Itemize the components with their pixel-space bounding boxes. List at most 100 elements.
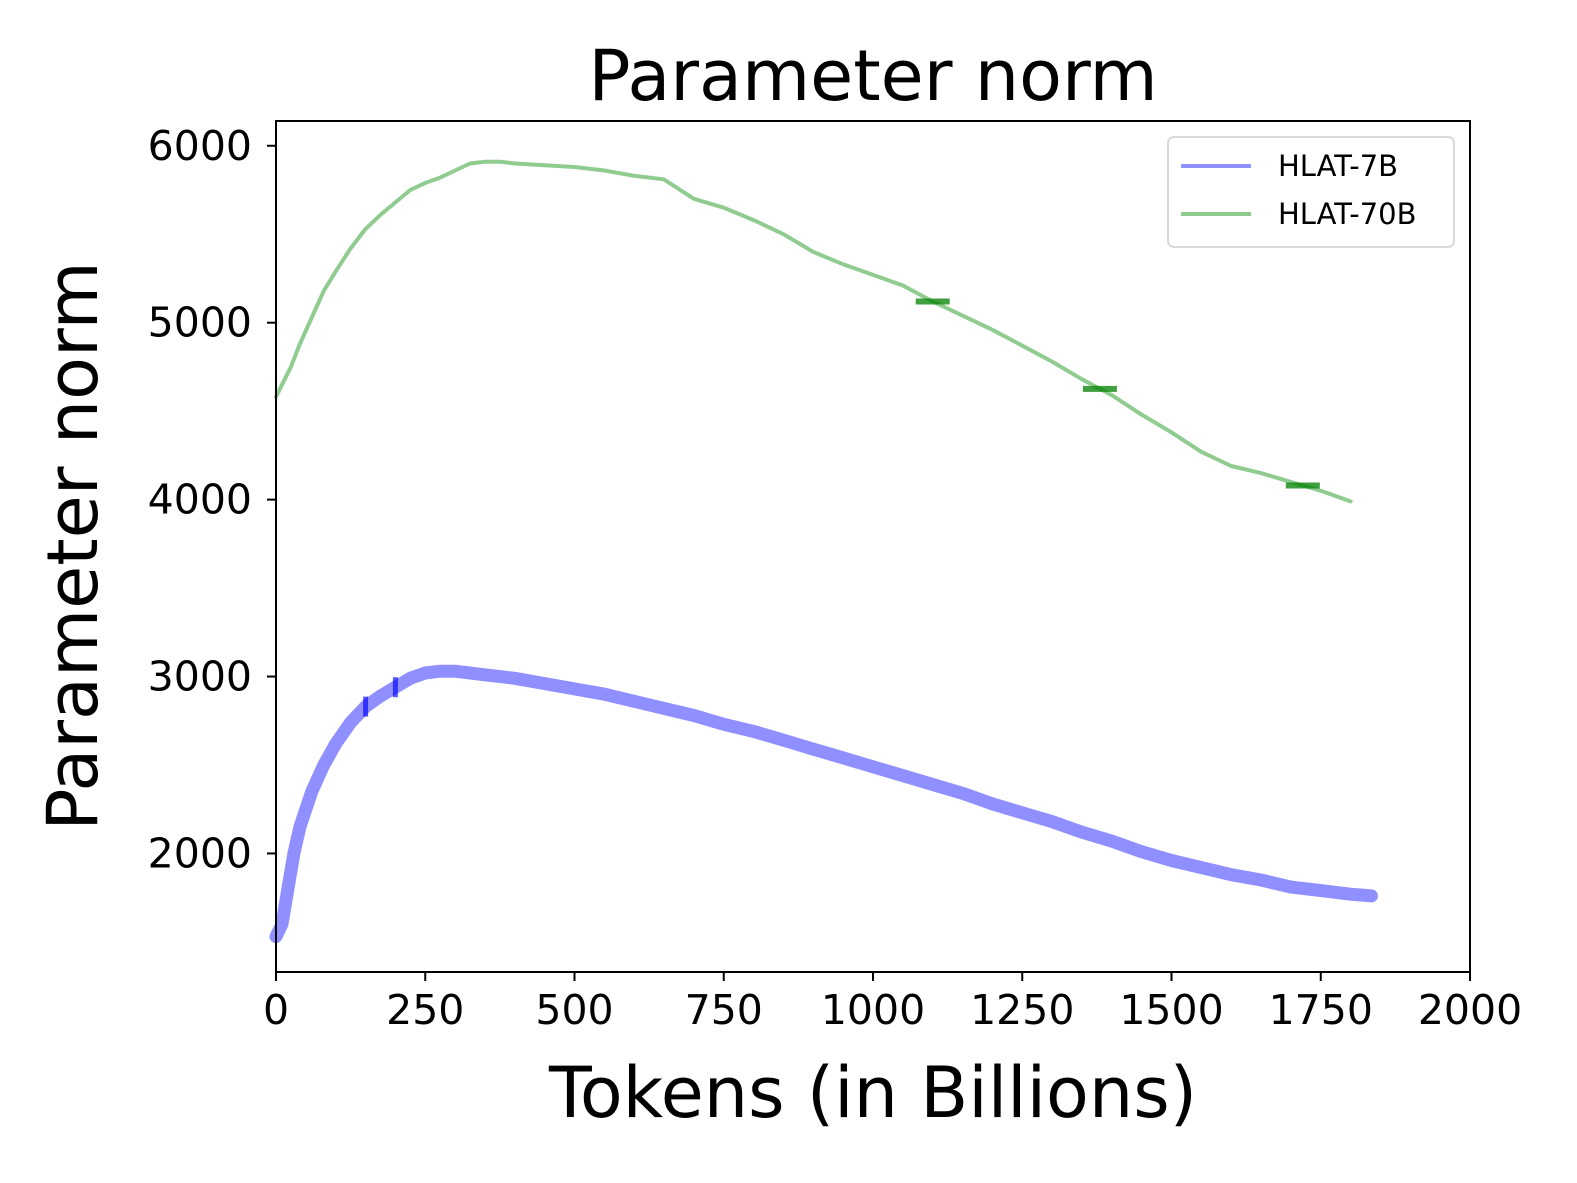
series-point-hlat-7b-21: [632, 699, 636, 704]
series-dark-segment-hlat-70b-0: [915, 298, 950, 305]
series-point-hlat-70b-39: [1140, 413, 1143, 416]
series-point-hlat-7b-3: [292, 851, 296, 856]
series-point-hlat-7b-4: [298, 825, 302, 829]
series-point-hlat-70b-15: [468, 162, 472, 165]
series-dark-segment-hlat-70b-2: [1285, 482, 1320, 489]
series-point-hlat-70b-42: [1230, 464, 1233, 468]
series-point-hlat-70b-3: [298, 342, 302, 346]
series-point-hlat-7b-15: [453, 669, 457, 673]
series-point-hlat-70b-19: [543, 164, 546, 167]
series-point-hlat-7b-29: [871, 765, 875, 769]
series-point-hlat-7b-7: [333, 742, 338, 746]
series-point-hlat-7b-17: [513, 676, 517, 681]
series-point-hlat-7b-40: [1199, 865, 1204, 870]
series-point-hlat-70b-18: [513, 162, 516, 165]
series-point-hlat-7b-30: [901, 773, 905, 778]
series-point-hlat-7b-12: [408, 676, 413, 681]
series-point-hlat-70b-28: [812, 250, 815, 254]
legend-label-hlat-70b: HLAT-70B: [1278, 197, 1417, 231]
series-point-hlat-7b-46: [1369, 894, 1374, 898]
series-point-hlat-70b-43: [1259, 471, 1263, 475]
series-point-hlat-70b-8: [364, 227, 367, 231]
series-point-hlat-70b-20: [573, 165, 576, 169]
series-point-hlat-7b-39: [1169, 858, 1174, 863]
series-dark-segment-hlat-7b-1: [392, 677, 398, 698]
series-point-hlat-70b-27: [782, 233, 785, 236]
series-point-hlat-70b-6: [334, 270, 337, 273]
x-tick-label-6: 1500: [1119, 986, 1223, 1034]
series-point-hlat-7b-38: [1139, 849, 1144, 854]
x-tick-label-2: 500: [535, 986, 613, 1034]
series-point-hlat-70b-2: [289, 365, 293, 369]
plot-area: [269, 159, 1378, 944]
series-point-hlat-70b-33: [961, 314, 964, 317]
series-point-hlat-70b-29: [841, 263, 845, 266]
y-tick-label-0: 2000: [148, 829, 252, 877]
x-tick-label-7: 1750: [1269, 986, 1373, 1034]
series-point-hlat-70b-46: [1349, 500, 1352, 503]
series-point-hlat-7b-5: [310, 789, 314, 794]
series-point-hlat-70b-23: [662, 178, 666, 181]
y-tick-label-1: 3000: [148, 653, 252, 701]
series-point-hlat-7b-33: [990, 802, 995, 806]
series-point-hlat-70b-11: [409, 188, 412, 192]
series-point-hlat-70b-9: [379, 213, 382, 216]
series-dark-segment-hlat-7b-0: [363, 696, 369, 717]
series-point-hlat-70b-24: [692, 197, 696, 200]
series-line-hlat-7b: [269, 664, 1378, 944]
series-point-hlat-7b-24: [722, 722, 726, 727]
series-point-hlat-7b-41: [1229, 872, 1233, 877]
series-point-hlat-70b-21: [603, 169, 606, 172]
series-point-hlat-7b-14: [438, 669, 443, 673]
series-point-hlat-70b-12: [424, 181, 427, 185]
series-point-hlat-70b-5: [322, 289, 325, 292]
series-point-hlat-7b-13: [423, 671, 428, 675]
series-point-hlat-70b-14: [453, 169, 457, 172]
x-tick-label-3: 750: [685, 986, 763, 1034]
series-point-hlat-7b-36: [1080, 830, 1084, 834]
y-tick-label-3: 5000: [148, 299, 252, 347]
series-point-hlat-70b-34: [991, 328, 994, 331]
x-tick-label-8: 2000: [1418, 986, 1522, 1034]
series-point-hlat-7b-25: [751, 729, 756, 734]
series-point-hlat-7b-45: [1348, 892, 1353, 896]
series-point-hlat-70b-22: [633, 174, 636, 177]
series-point-hlat-7b-42: [1259, 878, 1263, 882]
axis-ticks: 0 250 500 750 1000 1250 1500 1750 2000 2000 3000 40…: [148, 122, 1523, 1034]
series-point-hlat-7b-20: [602, 692, 607, 696]
series-point-hlat-7b-28: [841, 756, 845, 760]
series-point-hlat-70b-7: [349, 247, 352, 250]
chart-title: Parameter norm: [588, 35, 1157, 117]
series-point-hlat-70b-16: [483, 160, 487, 163]
series-point-hlat-70b-25: [722, 206, 725, 209]
series-point-hlat-70b-31: [901, 284, 905, 287]
legend-label-hlat-7b: HLAT-7B: [1278, 149, 1398, 183]
series-point-hlat-70b-36: [1050, 360, 1054, 363]
x-tick-label-1: 250: [386, 986, 464, 1034]
series-point-hlat-7b-19: [572, 687, 577, 691]
series-dark-segment-hlat-70b-1: [1082, 385, 1117, 392]
series-point-hlat-7b-1: [280, 922, 284, 926]
series-point-hlat-7b-6: [322, 763, 326, 767]
series-point-hlat-70b-17: [498, 160, 502, 163]
series-point-hlat-70b-45: [1319, 489, 1323, 492]
series-point-hlat-70b-40: [1170, 431, 1173, 434]
series-point-hlat-70b-30: [871, 273, 875, 277]
series-point-hlat-7b-18: [542, 681, 547, 686]
series-point-hlat-7b-23: [692, 713, 696, 718]
series-point-hlat-7b-27: [811, 747, 816, 751]
y-axis-label: Parameter norm: [32, 261, 114, 830]
series-point-hlat-7b-31: [930, 782, 935, 787]
series-point-hlat-7b-8: [348, 720, 353, 725]
series-point-hlat-7b-26: [781, 738, 786, 742]
x-tick-label-4: 1000: [821, 986, 925, 1034]
series-point-hlat-70b-35: [1021, 344, 1024, 347]
series-line-hlat-70b: [274, 159, 1353, 504]
series-point-hlat-70b-37: [1080, 378, 1084, 381]
series-point-hlat-70b-41: [1200, 450, 1203, 453]
series-point-hlat-7b-10: [378, 694, 383, 698]
series-point-hlat-7b-34: [1020, 811, 1025, 815]
series-point-hlat-7b-44: [1319, 888, 1323, 893]
series-point-hlat-7b-32: [960, 791, 965, 796]
